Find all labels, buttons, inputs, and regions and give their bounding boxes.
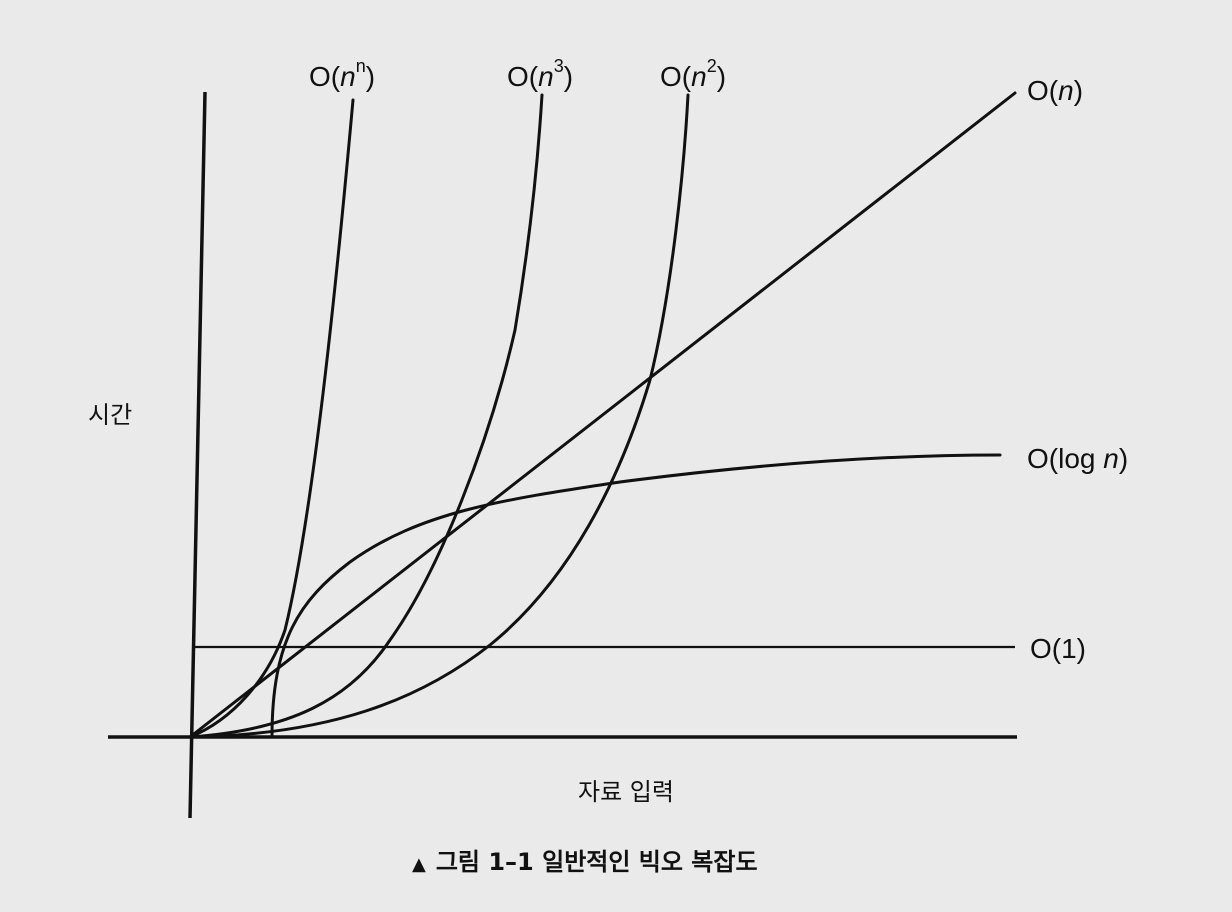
figure-caption: ▲ 그림 1–1 일반적인 빅오 복잡도 (412, 848, 758, 876)
label-o-log-n: O(log n) (1027, 443, 1128, 474)
series-o-n-2-line (188, 93, 690, 739)
x-axis-label: 자료 입력 (578, 778, 674, 806)
y-axis (188, 91, 207, 819)
label-o-1: O(1) (1030, 633, 1086, 664)
series-o-n-n-line (188, 98, 355, 739)
series-o-n-3-line (188, 93, 544, 739)
series-o-log-n-line (270, 453, 1002, 739)
label-o-n-2: O(n2) (660, 56, 726, 92)
series-o-n-line (188, 91, 1017, 739)
label-o-n-n: O(nn) (309, 56, 375, 92)
label-o-n-3: O(n3) (507, 56, 573, 92)
y-axis-label: 시간 (88, 401, 132, 429)
label-o-n: O(n) (1027, 75, 1083, 106)
caption-triangle-icon: ▲ (412, 854, 426, 875)
